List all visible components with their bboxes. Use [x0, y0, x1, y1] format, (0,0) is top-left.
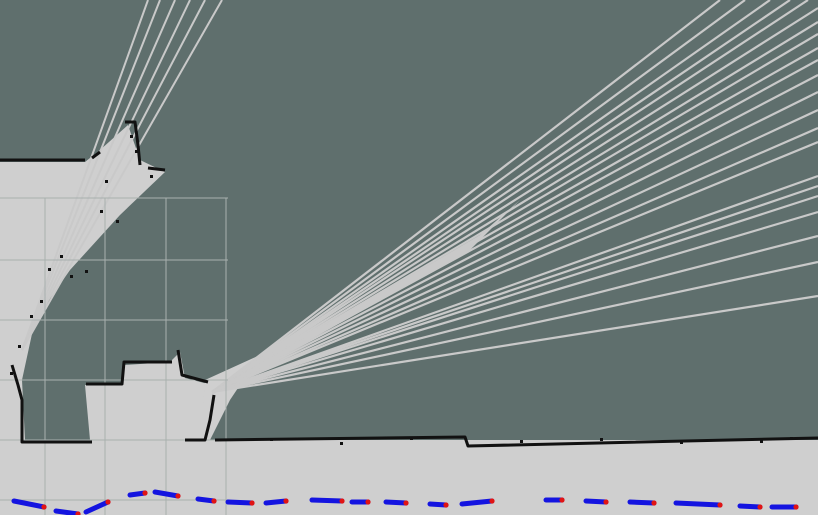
path-segment-icon — [583, 498, 609, 505]
pose-marker-icon — [339, 498, 345, 504]
obstacle-cell — [270, 438, 273, 441]
obstacle-cell — [520, 440, 523, 443]
laser-beam-ray — [21, 0, 206, 351]
obstacle-cell — [680, 441, 683, 444]
obstacle-layer — [0, 120, 818, 448]
laser-beam-ray — [21, 0, 191, 351]
obstacle-cell — [130, 135, 133, 138]
pose-marker-icon — [41, 504, 47, 510]
free-room-left — [0, 125, 165, 440]
path-segment-icon — [152, 489, 181, 499]
obstacle-cell — [135, 150, 138, 153]
pose-marker-icon — [443, 502, 449, 508]
laser-beam-ray — [21, 0, 176, 351]
laser-beam-ray — [211, 174, 818, 394]
obstacle-cell — [10, 372, 13, 375]
path-segment-icon — [737, 503, 763, 510]
pose-marker-icon — [793, 504, 799, 510]
laser-beam-ray — [211, 210, 818, 394]
pose-marker-icon — [651, 500, 657, 506]
obstacle-cell — [85, 270, 88, 273]
obstacle-wall — [125, 120, 142, 166]
planned-path — [11, 489, 799, 515]
pose-marker-icon — [403, 500, 409, 506]
laser-beam-fan — [212, 200, 520, 395]
path-segment-icon — [427, 501, 449, 508]
path-segment-icon — [83, 499, 111, 515]
laser-beam-ray — [211, 0, 791, 393]
obstacle-wall — [176, 349, 209, 384]
obstacle-cell — [30, 315, 33, 318]
path-segment-icon — [11, 498, 47, 510]
pose-marker-icon — [717, 502, 723, 508]
pose-marker-icon — [559, 497, 565, 503]
pose-marker-icon — [105, 499, 111, 505]
obstacle-cell — [100, 210, 103, 213]
path-segment-icon — [225, 499, 255, 506]
laser-beam-ray — [211, 234, 818, 394]
obstacle-wall — [10, 364, 92, 444]
laser-beam-ray — [21, 0, 223, 351]
laser-beam-ray — [211, 0, 746, 393]
laser-beam-ray — [211, 0, 771, 393]
laser-beam-ray — [211, 260, 818, 394]
path-segment-icon — [263, 498, 289, 506]
laser-beam-ray — [21, 0, 149, 351]
laser-beam-ray — [211, 74, 818, 393]
pose-marker-icon — [211, 498, 217, 504]
laser-beam-ray — [211, 33, 818, 393]
laser-beam-ray — [211, 194, 818, 394]
obstacle-cell — [40, 300, 43, 303]
free-space-layer — [0, 125, 818, 515]
path-segment-icon — [195, 496, 217, 504]
obstacle-cell — [150, 175, 153, 178]
laser-beam-ray — [211, 109, 818, 393]
obstacle-cell — [760, 440, 763, 443]
obstacle-wall — [214, 435, 818, 448]
path-segment-icon — [459, 498, 495, 507]
pose-marker-icon — [489, 498, 495, 504]
obstacle-cell — [790, 437, 793, 440]
path-segment-icon — [627, 499, 657, 506]
pose-marker-icon — [75, 511, 81, 515]
obstacle-cell — [340, 442, 343, 445]
pose-marker-icon — [249, 500, 255, 506]
obstacle-cell — [105, 180, 108, 183]
pose-marker-icon — [365, 499, 371, 505]
pose-marker-icon — [757, 504, 763, 510]
path-segment-icon — [53, 508, 81, 515]
free-room-inner — [85, 352, 212, 440]
laser-beam-ray — [211, 184, 818, 394]
pose-marker-icon — [603, 499, 609, 505]
pose-marker-icon — [283, 498, 289, 504]
obstacle-cell — [116, 220, 119, 223]
obstacle-wall — [185, 394, 216, 442]
laser-beam-ray — [211, 0, 809, 393]
obstacle-cell — [60, 255, 63, 258]
laser-beam-ray — [211, 126, 818, 394]
obstacle-wall — [86, 360, 172, 386]
obstacle-cell — [70, 275, 73, 278]
laser-beam-ray — [211, 7, 818, 393]
obstacle-cell — [410, 437, 413, 440]
free-corridor-bottom — [0, 440, 818, 515]
obstacle-wall — [147, 166, 166, 172]
path-segment-icon — [309, 497, 345, 504]
laser-beam-ray — [211, 0, 721, 393]
laser-beams-layer — [21, 0, 818, 395]
laser-beam-ray — [211, 21, 818, 393]
laser-beam-ray — [211, 140, 818, 394]
obstacle-cell — [48, 268, 51, 271]
obstacle-wall — [91, 150, 101, 160]
path-segment-icon — [673, 500, 723, 508]
laser-beam-ray — [211, 294, 818, 394]
laser-beam-ray — [211, 91, 818, 393]
pose-marker-icon — [142, 490, 148, 496]
path-segment-icon — [383, 499, 409, 506]
obstacle-cell — [18, 345, 21, 348]
obstacle-cell — [600, 438, 603, 441]
pose-marker-icon — [175, 493, 181, 499]
